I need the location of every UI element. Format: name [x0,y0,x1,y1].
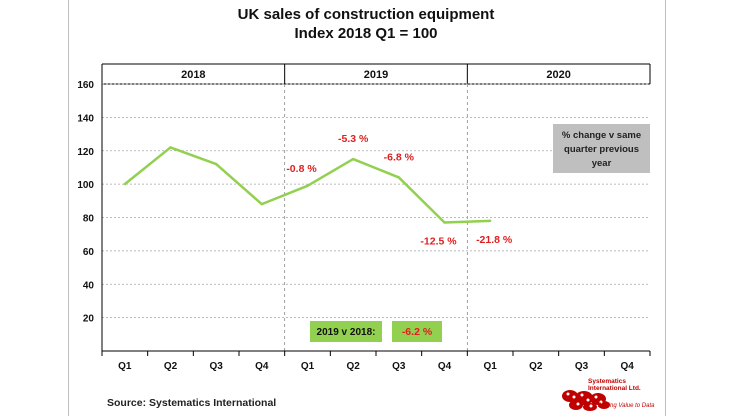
change-annotation: -6.8 % [384,151,415,163]
legend-text: year [592,158,612,169]
y-tick-label: 80 [83,214,95,225]
y-tick-label: 20 [83,314,95,325]
summary-label-box [310,321,382,342]
data-point [443,221,446,224]
chart-frame [68,0,666,416]
data-point [306,184,309,187]
year-label: 2018 [181,69,205,81]
y-tick-label: 60 [83,247,95,258]
data-point [214,162,218,166]
y-tick-label: 100 [77,180,94,191]
chart-subtitle: Index 2018 Q1 = 100 [294,25,438,42]
y-tick-label: 140 [77,113,94,124]
y-tick-label: 160 [77,80,94,91]
data-point [169,146,172,149]
x-tick-label: Q2 [529,361,543,372]
x-tick-label: Q3 [575,361,589,372]
y-tick-label: 120 [77,147,94,158]
legend-text: quarter previous [564,144,639,155]
summary-value-box [392,321,442,342]
source-note: Source: Systematics International [107,397,277,409]
x-tick-label: Q3 [209,361,223,372]
x-tick-label: Q2 [346,361,360,372]
company-logo-icon [562,390,610,411]
x-tick-label: Q4 [255,361,269,372]
data-point [351,157,355,161]
change-annotation: -21.8 % [476,234,513,246]
logo-name: Systematics International Ltd. [588,378,641,392]
x-tick-label: Q3 [392,361,406,372]
change-annotation: -5.3 % [338,133,369,145]
x-tick-label: Q1 [301,361,315,372]
change-annotation: -12.5 % [420,236,457,248]
year-label: 2020 [546,69,570,81]
x-tick-label: Q4 [438,361,452,372]
data-point [260,202,264,206]
change-annotation: -0.8 % [286,163,317,175]
chart-title: UK sales of construction equipment [237,6,495,23]
x-tick-label: Q4 [620,361,634,372]
data-point [123,182,127,186]
year-label: 2019 [364,69,388,81]
legend-box [553,124,650,173]
summary-value: -6.2 % [402,326,433,338]
summary-label: 2019 v 2018: [317,327,376,338]
data-point [488,219,492,223]
data-point [397,176,401,179]
x-tick-label: Q2 [164,361,178,372]
x-tick-label: Q1 [118,361,132,372]
y-tick-label: 40 [83,280,95,291]
legend-text: % change v same [562,130,641,141]
logo-tagline: Adding Value to Data [598,403,655,409]
x-tick-label: Q1 [483,361,497,372]
